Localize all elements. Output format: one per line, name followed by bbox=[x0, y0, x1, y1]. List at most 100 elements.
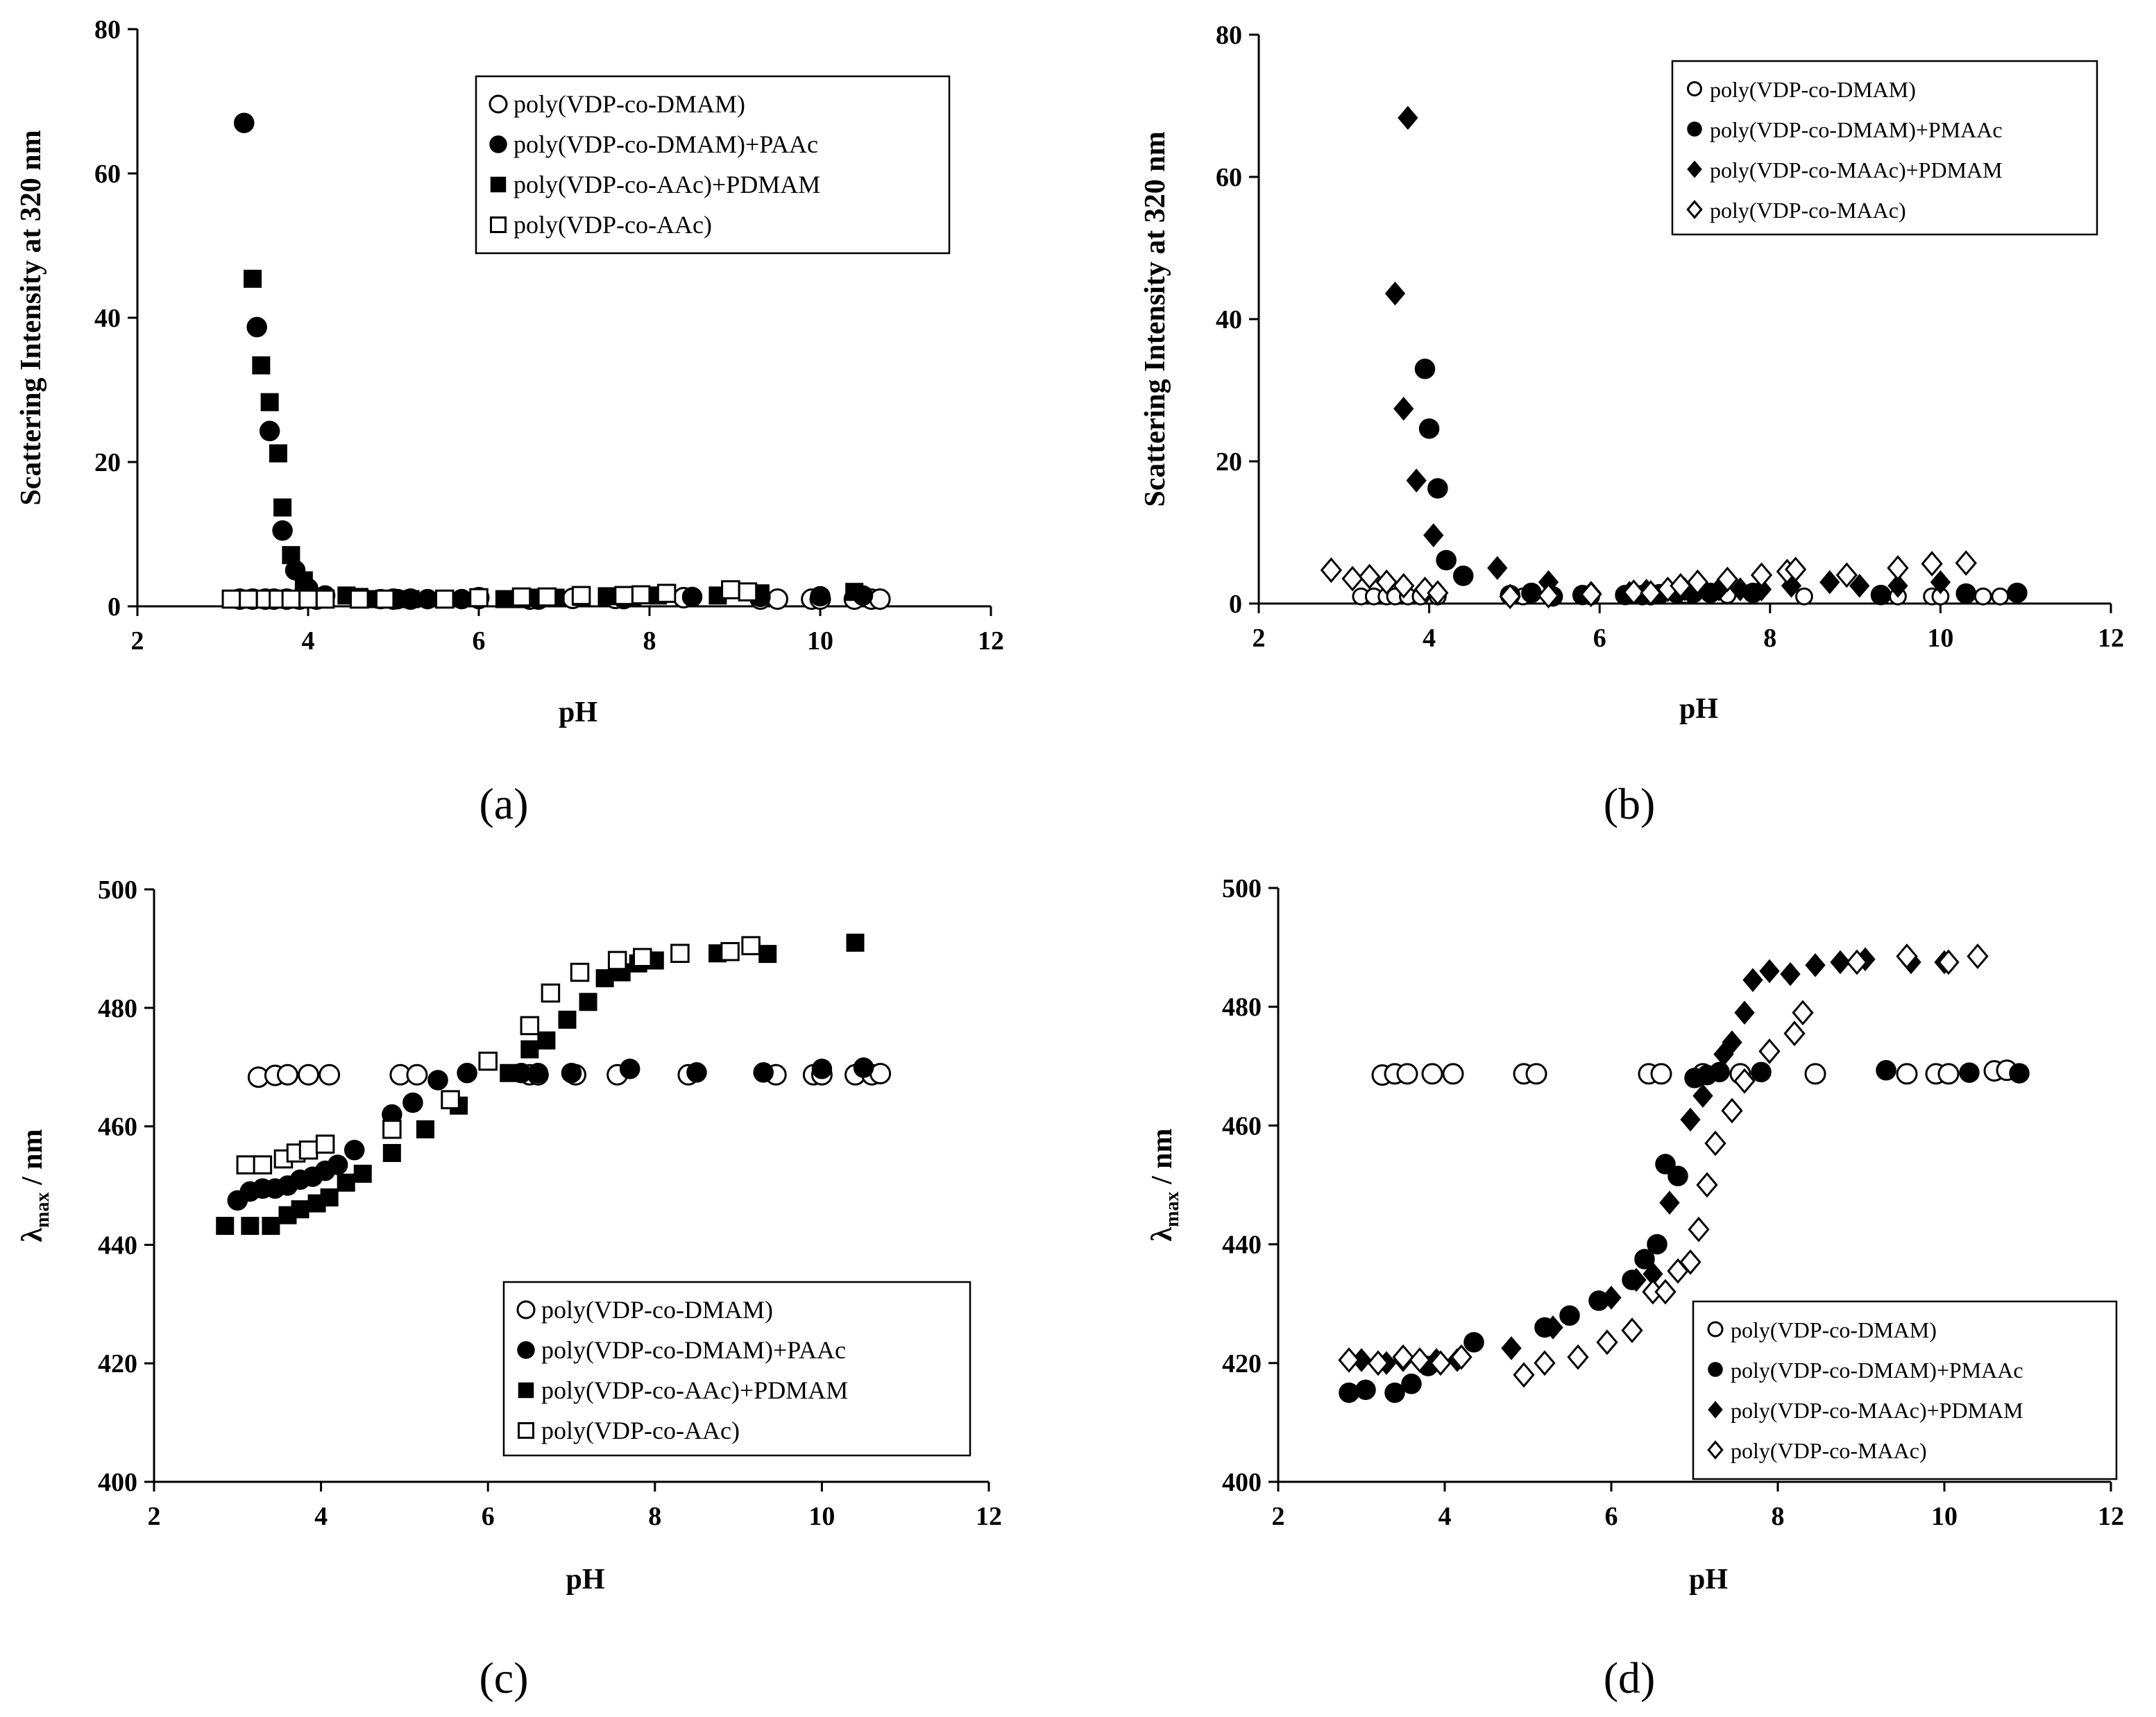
data-point bbox=[416, 1120, 434, 1138]
legend-marker bbox=[518, 1422, 534, 1439]
data-point bbox=[527, 1062, 549, 1084]
data-point bbox=[1355, 1379, 1376, 1401]
x-tick-label: 12 bbox=[976, 1502, 1002, 1531]
x-tick-label: 10 bbox=[1927, 624, 1953, 653]
data-point bbox=[1393, 572, 1415, 599]
x-tick-label: 2 bbox=[131, 626, 144, 656]
legend-marker bbox=[1687, 81, 1702, 96]
data-point bbox=[1320, 557, 1343, 583]
legend-box bbox=[1692, 1300, 2118, 1480]
legend-marker bbox=[1687, 121, 1702, 137]
data-point bbox=[631, 585, 651, 605]
data-point bbox=[721, 580, 740, 599]
data-point bbox=[537, 587, 557, 607]
data-point bbox=[511, 587, 532, 607]
legend-entry-label: poly(VDP-co-DMAM)+PMAAc bbox=[1731, 1358, 2023, 1383]
data-point bbox=[441, 1090, 460, 1109]
data-point bbox=[1784, 556, 1807, 583]
data-point bbox=[869, 588, 891, 610]
data-point bbox=[1937, 949, 1960, 975]
data-point bbox=[1849, 574, 1870, 598]
data-point bbox=[1722, 1030, 1742, 1054]
y-tick-label: 440 bbox=[1222, 1231, 1262, 1260]
y-tick-label: 500 bbox=[98, 875, 137, 905]
data-point bbox=[1375, 569, 1398, 595]
legend-entry-label: poly(VDP-co-MAAc)+PDMAM bbox=[1710, 157, 2003, 182]
data-point bbox=[1596, 1329, 1618, 1356]
data-point bbox=[406, 1063, 428, 1086]
data-point bbox=[846, 933, 865, 952]
data-point bbox=[1830, 950, 1851, 975]
data-point bbox=[495, 590, 513, 608]
x-tick-label: 2 bbox=[1272, 1502, 1285, 1531]
data-point bbox=[670, 943, 690, 963]
data-point bbox=[1688, 1216, 1710, 1242]
data-point bbox=[234, 112, 255, 133]
data-point bbox=[571, 586, 591, 606]
data-point bbox=[319, 1063, 341, 1086]
legend-marker bbox=[489, 135, 507, 153]
data-point bbox=[1876, 1060, 1896, 1081]
x-axis-title: pH bbox=[559, 697, 597, 728]
data-point bbox=[272, 520, 293, 541]
data-point bbox=[1427, 478, 1448, 499]
data-point bbox=[320, 1188, 339, 1207]
x-axis-title: pH bbox=[566, 1564, 604, 1596]
legend-box bbox=[502, 1281, 971, 1457]
data-point bbox=[1580, 581, 1602, 608]
data-point bbox=[375, 589, 395, 609]
data-point bbox=[252, 356, 271, 375]
chart-panel-a: 0 20 40 60 80 2 4 6 8 10 12 pH Scattering Intensity … bbox=[15, 15, 1004, 828]
data-point bbox=[291, 1200, 309, 1219]
data-point bbox=[1442, 1063, 1464, 1085]
legend-marker bbox=[490, 176, 507, 193]
panel-label: (d) bbox=[1604, 1653, 1656, 1702]
series-0 bbox=[1371, 1059, 2018, 1086]
x-tick-label: 2 bbox=[148, 1502, 161, 1531]
x-tick-label: 12 bbox=[2098, 624, 2124, 653]
data-point bbox=[1358, 563, 1381, 590]
data-point bbox=[353, 1164, 372, 1183]
data-point bbox=[469, 588, 489, 608]
y-tick-label: 20 bbox=[1216, 447, 1242, 477]
data-point bbox=[1537, 583, 1560, 609]
data-point bbox=[262, 1217, 280, 1236]
data-point bbox=[1783, 1020, 1806, 1047]
data-point bbox=[1650, 1063, 1672, 1085]
data-point bbox=[720, 941, 740, 962]
data-point bbox=[1601, 1285, 1622, 1310]
data-point bbox=[1384, 1382, 1405, 1403]
y-tick-label: 0 bbox=[108, 592, 121, 622]
x-tick-label: 6 bbox=[473, 626, 486, 656]
data-point bbox=[1887, 574, 1908, 598]
y-tick-label: 440 bbox=[98, 1231, 137, 1260]
data-point bbox=[1973, 587, 1992, 606]
data-point bbox=[1896, 943, 1918, 969]
data-point bbox=[614, 586, 634, 606]
data-point bbox=[1463, 1332, 1484, 1353]
y-axis-title: Scattering Intensity at 320 nm bbox=[1139, 131, 1171, 506]
data-point bbox=[221, 589, 241, 609]
data-point bbox=[1955, 550, 1977, 576]
y-tick-label: 60 bbox=[1216, 163, 1242, 192]
data-point bbox=[1680, 1107, 1701, 1132]
series-3 bbox=[1338, 943, 1989, 1388]
data-point bbox=[520, 1016, 540, 1036]
legend-entry-label: poly(VDP-co-DMAM) bbox=[541, 1296, 773, 1324]
legend-marker bbox=[517, 1341, 535, 1359]
data-point bbox=[619, 1059, 640, 1079]
data-point bbox=[1716, 566, 1739, 592]
x-tick-label: 10 bbox=[808, 1502, 835, 1531]
data-point bbox=[845, 583, 864, 601]
series-3 bbox=[1320, 550, 1977, 610]
data-point bbox=[401, 590, 420, 608]
y-axis-title-unit: / nm bbox=[17, 1129, 49, 1192]
data-point bbox=[236, 1155, 256, 1174]
data-point bbox=[253, 1155, 273, 1174]
data-point bbox=[1429, 1350, 1452, 1376]
data-point bbox=[1452, 565, 1474, 586]
data-point bbox=[1692, 1084, 1713, 1108]
legend-entry-label: poly(VDP-co-MAAc)+PDMAM bbox=[1731, 1398, 2023, 1423]
data-point bbox=[337, 1173, 355, 1192]
